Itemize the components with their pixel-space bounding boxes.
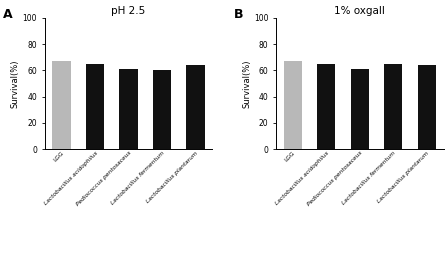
Bar	[418, 65, 436, 149]
Bar	[317, 64, 336, 149]
Text: A: A	[3, 7, 13, 21]
Bar	[384, 64, 402, 149]
Bar	[153, 70, 171, 149]
Bar	[186, 65, 205, 149]
Y-axis label: Survival(%): Survival(%)	[242, 59, 251, 108]
Bar	[86, 64, 104, 149]
Bar	[284, 61, 302, 149]
Title: 1% oxgall: 1% oxgall	[334, 6, 385, 16]
Bar	[350, 69, 369, 149]
Y-axis label: Survival(%): Survival(%)	[11, 59, 20, 108]
Bar	[52, 61, 71, 149]
Title: pH 2.5: pH 2.5	[112, 6, 146, 16]
Text: B: B	[234, 7, 244, 21]
Bar	[119, 69, 138, 149]
